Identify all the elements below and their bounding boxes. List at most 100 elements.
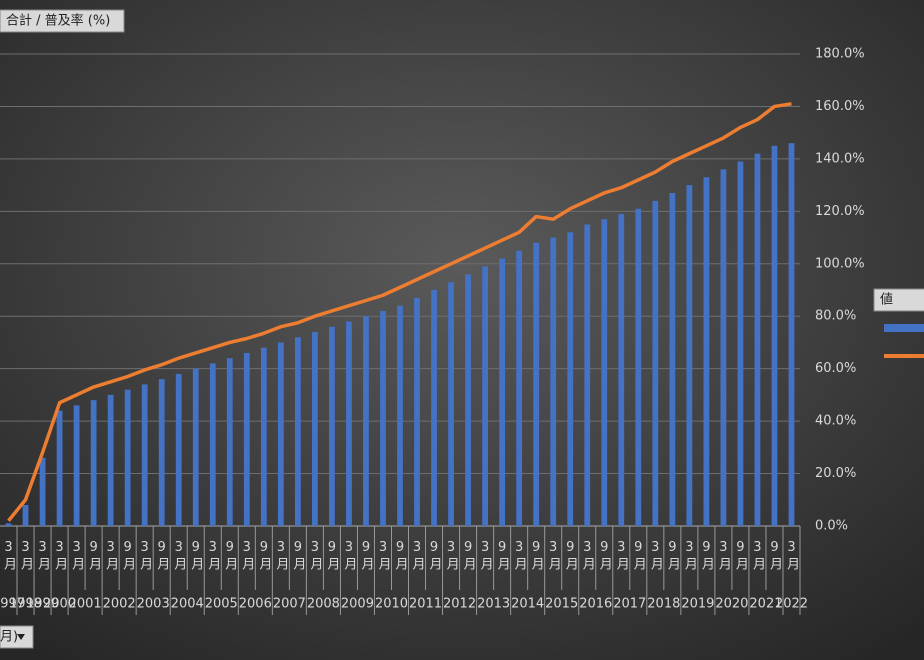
bar <box>788 143 795 526</box>
x-tick-label: 9月 <box>699 540 715 572</box>
bar <box>22 505 29 526</box>
legend-swatch <box>884 324 924 332</box>
year-label: 2003 <box>137 597 170 612</box>
x-tick-label: 9月 <box>188 540 204 572</box>
x-tick-label: 9月 <box>563 540 579 572</box>
year-label: 2015 <box>545 597 578 612</box>
x-tick-label: 9月 <box>290 540 306 572</box>
x-tick-label: 3月 <box>444 540 460 572</box>
year-label: 2020 <box>715 597 748 612</box>
x-tick-label: 3月 <box>375 540 391 572</box>
y-tick-label: 180.0% <box>815 47 865 62</box>
bar <box>601 219 608 526</box>
year-label: 2011 <box>409 597 442 612</box>
bar <box>737 161 744 526</box>
x-tick-label: 9月 <box>529 540 545 572</box>
bar <box>56 410 63 526</box>
x-tick-label: 3月 <box>478 540 494 572</box>
year-label: 1997 <box>0 597 25 612</box>
year-label: 2001 <box>69 597 102 612</box>
bar <box>124 389 131 526</box>
y-tick-label: 20.0% <box>815 466 856 481</box>
bar <box>175 373 182 526</box>
y-tick-label: 60.0% <box>815 361 856 376</box>
bar <box>397 305 403 526</box>
x-tick-label: 9月 <box>256 540 272 572</box>
year-label: 2010 <box>375 597 408 612</box>
bar <box>260 347 267 526</box>
x-tick-label: 9月 <box>495 540 511 572</box>
x-tick-label: 9月 <box>461 540 477 572</box>
x-tick-label: 3月 <box>784 540 800 572</box>
year-label: 2007 <box>273 597 306 612</box>
bar <box>448 282 454 526</box>
bar <box>243 352 250 526</box>
x-tick-label: 9月 <box>597 540 613 572</box>
x-tick-label: 3月 <box>648 540 664 572</box>
bar <box>346 321 352 526</box>
x-tick-label: 9月 <box>665 540 681 572</box>
x-tick-label: 3月 <box>307 540 323 572</box>
x-tick-label: 9月 <box>222 540 238 572</box>
x-tick-label: 3月 <box>682 540 698 572</box>
line <box>7 102 792 522</box>
bar <box>5 523 12 526</box>
x-tick-label: 9月 <box>631 540 647 572</box>
bar <box>618 213 625 526</box>
bar <box>294 337 301 526</box>
y-tick-label: 120.0% <box>815 204 865 219</box>
y-tick-label: 160.0% <box>815 99 865 114</box>
bar <box>516 250 523 526</box>
year-label: 2006 <box>239 597 272 612</box>
x-tick-label: 9月 <box>427 540 443 572</box>
x-tick-label: 3月 <box>35 540 51 572</box>
year-label: 2009 <box>341 597 374 612</box>
year-label: 2019 <box>681 597 714 612</box>
x-tick-label: 3月 <box>273 540 289 572</box>
bar <box>414 297 420 526</box>
year-label: 2004 <box>171 597 204 612</box>
year-label: 2005 <box>205 597 238 612</box>
y-tick-label: 0.0% <box>815 519 848 534</box>
bar <box>465 274 471 526</box>
y-tick-label: 40.0% <box>815 414 856 429</box>
y-tick-label: 100.0% <box>815 256 865 271</box>
x-tick-label: 9月 <box>733 540 749 572</box>
x-tick-label: 3月 <box>546 540 562 572</box>
bar <box>567 232 574 527</box>
x-tick-label: 3月 <box>171 540 187 572</box>
year-label: 2013 <box>477 597 510 612</box>
bar <box>499 258 506 526</box>
y-tick-label: 80.0% <box>815 309 856 324</box>
filter-button[interactable] <box>0 625 34 649</box>
dropdown-arrow <box>17 634 25 640</box>
bar <box>73 405 80 526</box>
x-tick-label: 9月 <box>358 540 374 572</box>
x-tick-label: 3月 <box>410 540 426 572</box>
bar <box>90 400 97 526</box>
y-tick-label: 140.0% <box>815 151 865 166</box>
year-label: 2022 <box>775 597 808 612</box>
bar <box>312 331 318 526</box>
x-tick-label: 9月 <box>324 540 340 572</box>
year-label: 2018 <box>647 597 680 612</box>
year-label: 2021 <box>749 597 782 612</box>
year-label: 2016 <box>579 597 612 612</box>
x-tick-label: 9月 <box>393 540 409 572</box>
bar <box>39 457 46 526</box>
bar <box>226 358 233 526</box>
bar <box>754 153 761 526</box>
filter-label: 月) <box>0 630 18 645</box>
bar <box>652 200 659 526</box>
bar <box>686 185 693 526</box>
field-button[interactable] <box>0 9 125 33</box>
bar <box>141 384 148 526</box>
year-label: 2012 <box>443 597 476 612</box>
bar <box>192 368 199 526</box>
x-tick-label: 3月 <box>52 540 67 572</box>
bar <box>669 192 676 526</box>
bar <box>107 394 114 526</box>
x-tick-label: 3月 <box>614 540 630 572</box>
